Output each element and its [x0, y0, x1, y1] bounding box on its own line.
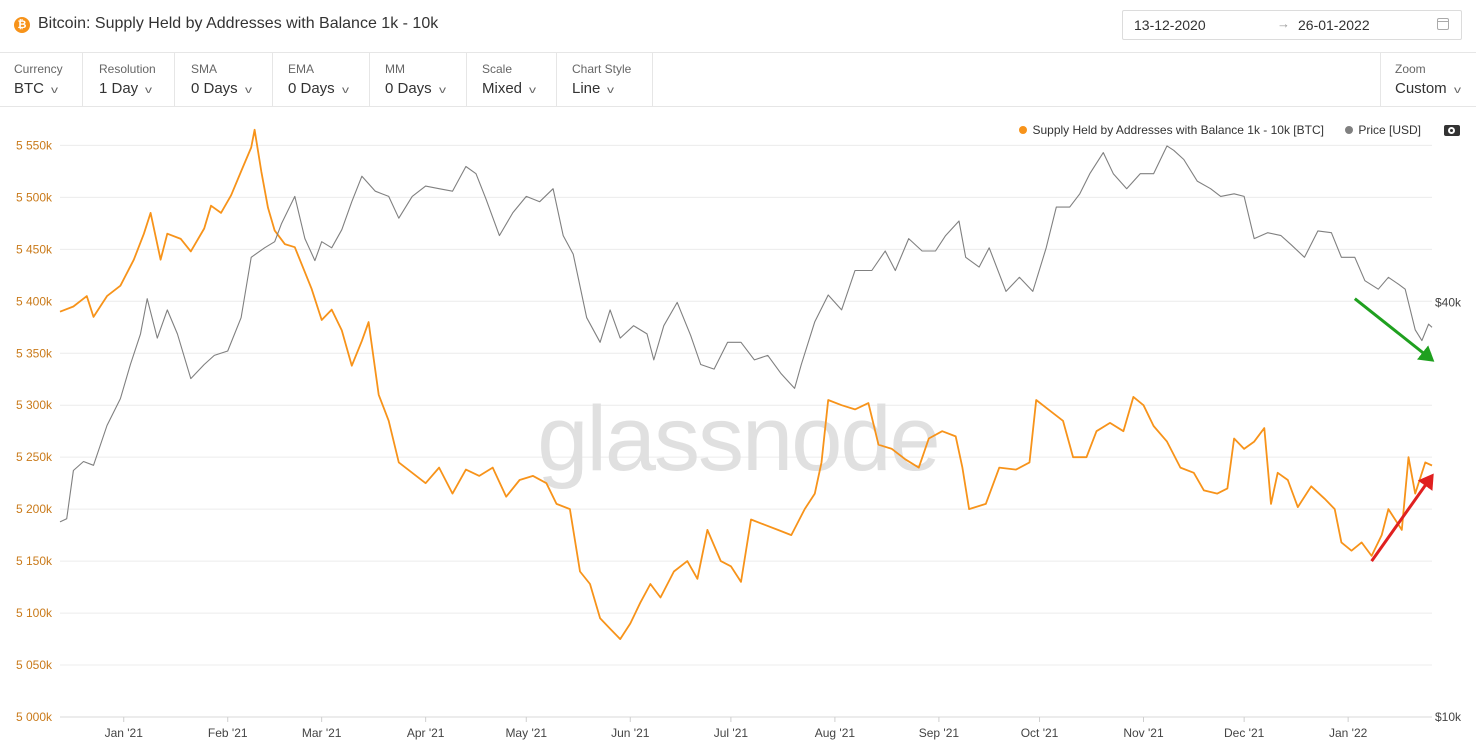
- mm-label: MM: [385, 62, 405, 76]
- resolution-select[interactable]: Resolution 1 Day v: [85, 53, 175, 106]
- green-arrow-annotation: [1353, 297, 1435, 362]
- mm-value: 0 Days: [385, 80, 432, 97]
- legend-item-supply[interactable]: Supply Held by Addresses with Balance 1k…: [1019, 123, 1324, 137]
- y-left-tick-label: 5 450k: [16, 242, 53, 256]
- x-tick-label: Jan '21: [105, 726, 144, 740]
- y-left-tick-label: 5 500k: [16, 190, 53, 204]
- ema-select[interactable]: EMA 0 Days v: [274, 53, 370, 106]
- calendar-icon[interactable]: [1437, 18, 1449, 30]
- chart-style-value: Line: [572, 80, 601, 97]
- chevron-down-icon: v: [1453, 85, 1461, 96]
- x-tick-label: Oct '21: [1021, 726, 1059, 740]
- chart-style-select[interactable]: Chart Style Line v: [558, 53, 653, 106]
- x-tick-label: Feb '21: [208, 726, 248, 740]
- chevron-down-icon: v: [51, 85, 58, 96]
- x-tick-label: Sep '21: [919, 726, 960, 740]
- y-left-tick-label: 5 350k: [16, 346, 53, 360]
- y-left-tick-label: 5 550k: [16, 138, 53, 152]
- chart-style-label: Chart Style: [572, 62, 632, 76]
- currency-label: Currency: [14, 62, 63, 76]
- legend-label-price: Price [USD]: [1358, 123, 1421, 137]
- scale-select[interactable]: Scale Mixed v: [468, 53, 557, 106]
- resolution-value: 1 Day: [99, 80, 139, 97]
- x-tick-label: Mar '21: [302, 726, 342, 740]
- red-arrow-annotation: [1370, 473, 1434, 562]
- toolbar: Currency BTC v Resolution 1 Day v SMA 0 Da…: [0, 53, 1476, 107]
- date-range-picker[interactable]: 13-12-2020 → 26-01-2022: [1122, 10, 1462, 40]
- supply-series-line: [59, 128, 1433, 640]
- date-arrow: →: [1277, 16, 1290, 31]
- legend-dot-price: [1345, 126, 1354, 134]
- legend-label-supply: Supply Held by Addresses with Balance 1k…: [1032, 123, 1324, 137]
- date-to[interactable]: 26-01-2022: [1298, 17, 1370, 33]
- sma-value: 0 Days: [191, 80, 238, 97]
- chart-legend: Supply Held by Addresses with Balance 1k…: [1001, 123, 1421, 137]
- chevron-down-icon: v: [529, 85, 537, 96]
- y-left-tick-label: 5 300k: [16, 398, 53, 412]
- chevron-down-icon: v: [244, 85, 252, 96]
- y-right-tick-label: $40k: [1435, 295, 1462, 309]
- sma-select[interactable]: SMA 0 Days v: [177, 53, 273, 106]
- chevron-down-icon: v: [341, 85, 349, 96]
- mm-select[interactable]: MM 0 Days v: [371, 53, 467, 106]
- price-series-line: [59, 145, 1433, 523]
- y-left-tick-label: 5 150k: [16, 554, 53, 568]
- ema-label: EMA: [288, 62, 315, 76]
- sma-label: SMA: [191, 62, 218, 76]
- page-title: Bitcoin: Supply Held by Addresses with B…: [38, 15, 439, 32]
- scale-value: Mixed: [482, 80, 523, 97]
- camera-icon[interactable]: [1444, 125, 1460, 136]
- header: ₿ Bitcoin: Supply Held by Addresses with…: [0, 0, 1476, 53]
- y-left-tick-label: 5 400k: [16, 294, 53, 308]
- zoom-label: Zoom: [1395, 62, 1426, 76]
- x-tick-label: Nov '21: [1123, 726, 1164, 740]
- date-from[interactable]: 13-12-2020: [1134, 17, 1206, 33]
- currency-select[interactable]: Currency BTC v: [0, 53, 83, 106]
- x-tick-label: Apr '21: [407, 726, 445, 740]
- chart: 5 000k 5 050k 5 100k 5 150k 5 200k 5 250k 5 30…: [16, 128, 1462, 740]
- resolution-label: Resolution: [99, 62, 156, 76]
- y-left-tick-label: 5 000k: [16, 710, 53, 724]
- x-tick-label: May '21: [505, 726, 547, 740]
- y-left-tick-label: 5 250k: [16, 450, 53, 464]
- currency-value: BTC: [14, 80, 44, 97]
- zoom-select[interactable]: Zoom Custom v: [1380, 53, 1476, 106]
- x-tick-label: Jul '21: [714, 726, 749, 740]
- bitcoin-icon: ₿: [14, 17, 30, 33]
- y-left-tick-label: 5 100k: [16, 606, 53, 620]
- scale-label: Scale: [482, 62, 513, 76]
- zoom-value: Custom: [1395, 80, 1447, 97]
- y-left-tick-label: 5 050k: [16, 658, 53, 672]
- watermark: glassnode: [537, 388, 938, 490]
- ema-value: 0 Days: [288, 80, 335, 97]
- y-left-tick-label: 5 200k: [16, 502, 53, 516]
- chevron-down-icon: v: [607, 85, 615, 96]
- legend-dot-supply: [1019, 126, 1028, 134]
- chevron-down-icon: v: [438, 85, 446, 96]
- y-right-tick-label: $10k: [1435, 710, 1462, 724]
- x-tick-label: Jan '22: [1329, 726, 1368, 740]
- x-tick-label: Dec '21: [1224, 726, 1265, 740]
- x-tick-label: Jun '21: [611, 726, 650, 740]
- legend-item-price[interactable]: Price [USD]: [1345, 123, 1421, 137]
- x-tick-label: Aug '21: [815, 726, 856, 740]
- chevron-down-icon: v: [145, 85, 153, 96]
